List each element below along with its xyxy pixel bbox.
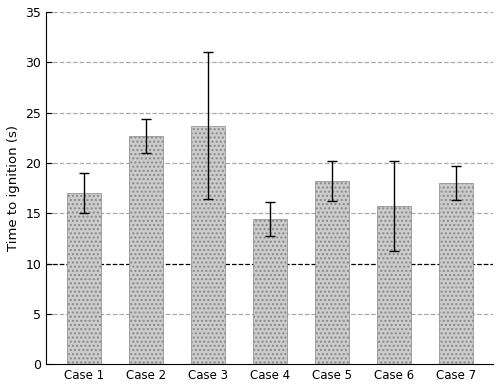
Bar xyxy=(66,193,100,364)
Bar xyxy=(128,136,162,364)
Bar xyxy=(190,126,224,364)
Bar xyxy=(314,181,348,364)
Y-axis label: Time to ignition (s): Time to ignition (s) xyxy=(7,125,20,251)
Bar xyxy=(376,206,410,364)
Bar xyxy=(252,219,286,364)
Bar xyxy=(438,183,472,364)
